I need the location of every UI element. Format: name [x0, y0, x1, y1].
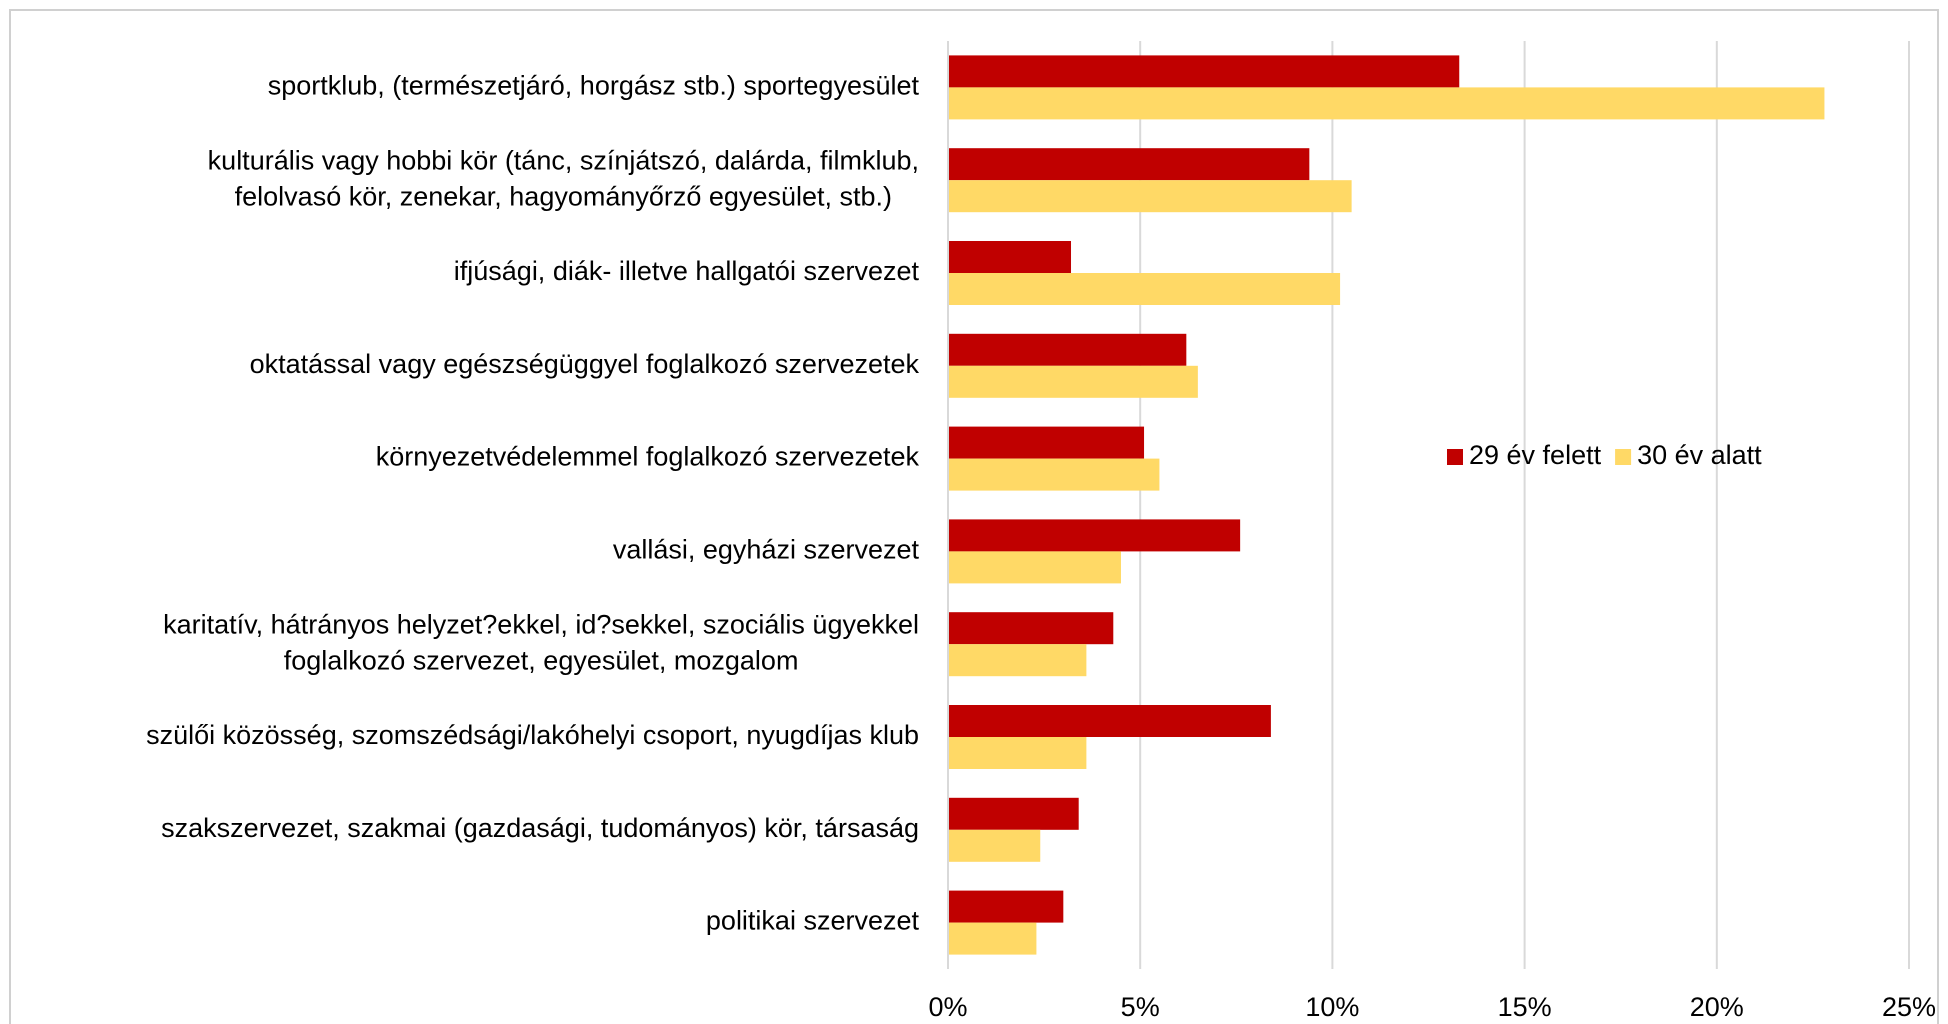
bar — [948, 890, 1064, 923]
y-tick-label: kulturális vagy hobbi kör (tánc, színját… — [208, 145, 919, 175]
y-tick-label: foglalkozó szervezet, egyesület, mozgalo… — [284, 645, 799, 675]
y-tick-label: oktatással vagy egészségüggyel foglalkoz… — [250, 349, 920, 379]
bar — [948, 148, 1310, 181]
legend-label: 29 év felett — [1469, 440, 1602, 470]
legend-label: 30 év alatt — [1637, 440, 1762, 470]
bar — [948, 797, 1079, 830]
bar — [948, 922, 1037, 955]
y-tick-label: környezetvédelemmel foglalkozó szervezet… — [376, 442, 920, 472]
bar — [948, 458, 1160, 491]
bar — [948, 365, 1198, 398]
legend-swatch — [1447, 449, 1463, 465]
y-tick-label: politikai szervezet — [706, 906, 920, 936]
bar — [948, 426, 1145, 459]
y-tick-label: sportklub, (természetjáró, horgász stb.)… — [268, 71, 920, 101]
bar — [948, 87, 1825, 120]
bar — [948, 55, 1460, 88]
x-tick-label: 5% — [1121, 992, 1160, 1022]
x-tick-label: 15% — [1498, 992, 1552, 1022]
y-tick-label: ifjúsági, diák- illetve hallgatói szerve… — [454, 256, 920, 286]
x-tick-label: 20% — [1690, 992, 1744, 1022]
bar — [948, 829, 1041, 862]
y-tick-label: vallási, egyházi szervezet — [613, 535, 920, 565]
bar — [948, 644, 1087, 677]
x-tick-label: 0% — [928, 992, 967, 1022]
bar — [948, 273, 1341, 305]
legend-swatch — [1615, 449, 1632, 465]
y-tick-label: szülői közösség, szomszédsági/lakóhelyi … — [146, 720, 919, 750]
bar — [948, 705, 1271, 737]
x-tick-label: 10% — [1305, 992, 1359, 1022]
y-tick-label: szakszervezet, szakmai (gazdasági, tudom… — [161, 813, 919, 843]
bar — [948, 551, 1121, 584]
y-tick-label: karitatív, hátrányos helyzet?ekkel, id?s… — [163, 609, 919, 639]
y-tick-label: felolvasó kör, zenekar, hagyományőrző eg… — [235, 181, 892, 211]
bar — [948, 737, 1087, 769]
x-tick-label: 25% — [1882, 992, 1936, 1022]
bar — [948, 333, 1187, 366]
bar — [948, 241, 1072, 273]
bar — [948, 180, 1352, 213]
bar — [948, 612, 1114, 645]
bar — [948, 519, 1241, 552]
